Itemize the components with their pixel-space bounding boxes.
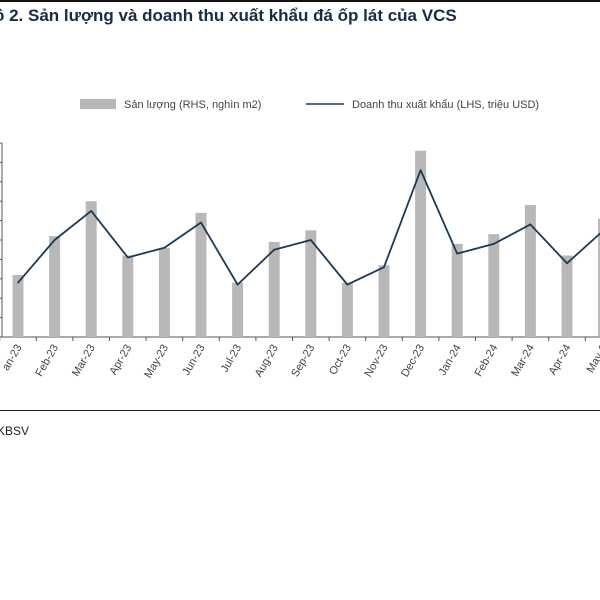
bar	[158, 247, 170, 337]
x-tick-label: May-23	[142, 343, 171, 381]
line-point	[127, 256, 129, 259]
x-tick-label: Oct-23	[327, 343, 354, 378]
bar	[378, 265, 390, 337]
bar	[415, 150, 427, 337]
line-point	[310, 239, 312, 241]
bar	[122, 255, 134, 337]
bar	[488, 234, 500, 337]
x-tick-label: Feb-24	[473, 343, 501, 379]
line-point	[529, 223, 532, 226]
x-tick-label: Apr-23	[107, 343, 134, 378]
x-tick-label: May-2	[585, 343, 600, 375]
bar	[341, 282, 353, 337]
line-point	[90, 210, 92, 212]
line-point	[383, 266, 385, 268]
bar	[12, 274, 24, 337]
bar	[305, 230, 317, 337]
bar	[268, 241, 280, 337]
x-tick-label: Sep-23	[289, 343, 317, 380]
x-tick-label: Feb-23	[33, 343, 61, 379]
x-tick-label: Apr-24	[547, 343, 574, 378]
bar	[49, 236, 61, 337]
bar	[85, 201, 97, 337]
bar	[232, 282, 244, 337]
line-point	[163, 246, 166, 249]
x-tick-label: an-23	[0, 343, 24, 373]
legend: Sản lượng (RHS, nghìn m2) Doanh thu xuất…	[80, 99, 539, 111]
line-point	[273, 248, 276, 251]
legend-line-label: Doanh thu xuất khẩu (LHS, triệu USD)	[352, 99, 539, 111]
x-tick-label: Nov-23	[362, 343, 390, 380]
line-series	[17, 169, 600, 286]
bar	[598, 218, 600, 337]
line-point	[236, 283, 239, 286]
x-tick-label: Mar-24	[509, 343, 537, 379]
line-point	[419, 169, 422, 171]
legend-bar-label: Sản lượng (RHS, nghìn m2)	[124, 99, 261, 111]
legend-bar-swatch	[80, 99, 116, 109]
x-tick-label: Jan-24	[437, 343, 464, 378]
bar	[451, 243, 463, 337]
line-point	[17, 281, 19, 284]
bar	[195, 212, 207, 337]
line-point	[493, 243, 495, 245]
line-point	[346, 283, 349, 286]
line-point	[200, 221, 202, 224]
line-point	[456, 252, 459, 255]
line-point	[53, 239, 56, 241]
source-note: KBSV	[0, 424, 30, 438]
bar-series	[12, 150, 600, 337]
bar	[524, 205, 536, 337]
line-point	[566, 262, 568, 265]
x-tick-label: Jul-23	[219, 343, 244, 375]
x-tick-label: Dec-23	[399, 343, 427, 380]
bottom-rule	[0, 410, 600, 411]
chart-title: ồ 2. Sản lượng và doanh thu xuất khẩu đá…	[0, 6, 457, 25]
x-tick-label: Mar-23	[70, 343, 98, 379]
x-tick-label: Aug-23	[253, 343, 281, 380]
x-tick-label: Jun-23	[180, 343, 207, 378]
title-rule	[0, 0, 600, 2]
bar	[561, 255, 573, 337]
x-tick-labels: an-23 Feb-23 Mar-23 Apr-23 May-23 Jun-23 Jul-2…	[0, 343, 600, 381]
axes	[0, 142, 600, 341]
chart: Sản lượng (RHS, nghìn m2) Doanh thu xuất…	[0, 99, 600, 381]
